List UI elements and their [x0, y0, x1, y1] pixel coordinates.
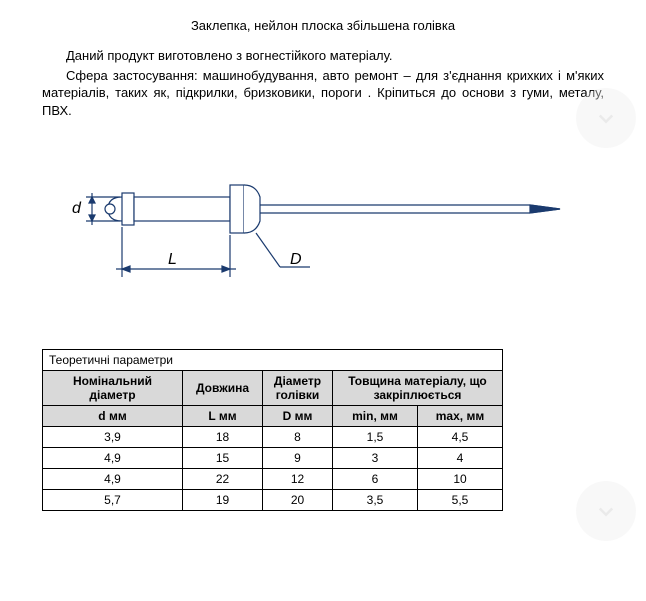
watermark-icon — [576, 88, 636, 148]
subheader-L: L мм — [183, 406, 263, 427]
document-title: Заклепка, нейлон плоска збільшена голівк… — [0, 18, 646, 33]
col-header-nominal: Номінальний діаметр — [43, 371, 183, 406]
description-line-1: Даний продукт виготовлено з вогнестійког… — [42, 47, 604, 65]
table-row: 5,7 19 20 3,5 5,5 — [43, 490, 503, 511]
diagram-label-d: d — [72, 200, 82, 217]
parameters-table: Теоретичні параметри Номінальний діаметр… — [42, 349, 503, 511]
diagram-label-L: L — [168, 251, 177, 268]
subheader-d: d мм — [43, 406, 183, 427]
description-block: Даний продукт виготовлено з вогнестійког… — [0, 47, 646, 119]
table-row: 4,9 15 9 3 4 — [43, 448, 503, 469]
col-header-length: Довжина — [183, 371, 263, 406]
watermark-icon — [576, 481, 636, 541]
table-row: 4,9 22 12 6 10 — [43, 469, 503, 490]
subheader-min: min, мм — [333, 406, 418, 427]
table-caption: Теоретичні параметри — [43, 350, 503, 371]
subheader-max: max, мм — [418, 406, 503, 427]
col-header-headdia: Діаметр голівки — [263, 371, 333, 406]
parameters-table-wrapper: Теоретичні параметри Номінальний діаметр… — [42, 349, 646, 511]
description-line-2: Сфера застосування: машинобудування, авт… — [42, 67, 604, 120]
rivet-diagram: d L D — [60, 149, 580, 309]
diagram-label-D: D — [290, 251, 302, 268]
col-header-thickness: Товщина матеріалу, що закріплюється — [333, 371, 503, 406]
subheader-D: D мм — [263, 406, 333, 427]
table-row: 3,9 18 8 1,5 4,5 — [43, 427, 503, 448]
